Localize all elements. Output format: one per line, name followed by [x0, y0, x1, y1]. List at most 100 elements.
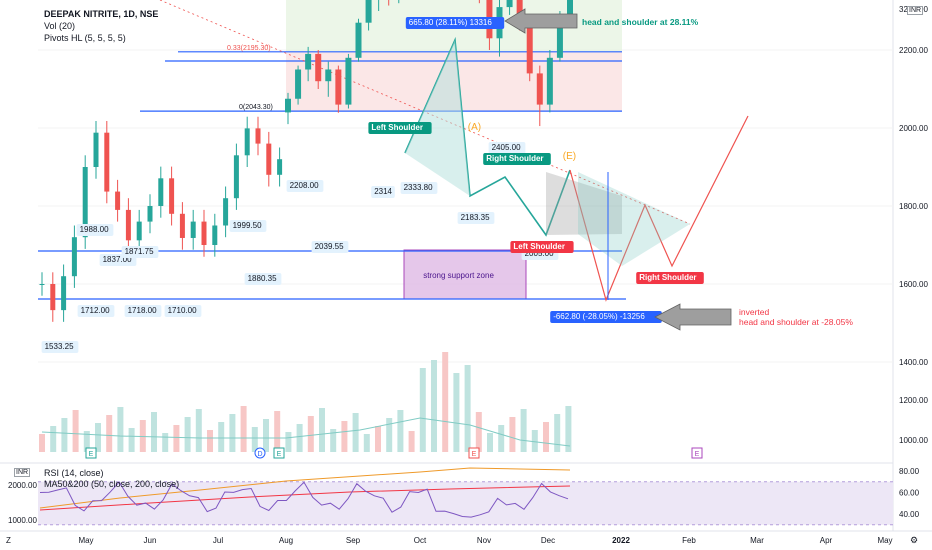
- right-shoulder-projection-label-bg: [636, 272, 704, 284]
- volume-bar: [520, 409, 527, 452]
- price-axis-tick: 2200.00: [899, 46, 928, 55]
- price-label-bg: [164, 305, 202, 317]
- candle-body: [567, 0, 573, 15]
- candle-body: [233, 155, 239, 199]
- time-axis-tick: May: [78, 536, 93, 545]
- rsi-line: [39, 481, 569, 518]
- annotation-down-text-2: head and shoulder at -28.05%: [739, 317, 853, 327]
- candle-body: [201, 221, 207, 245]
- price-label: 2314: [374, 187, 392, 196]
- rsi-indicator-label[interactable]: RSI (14, close): [44, 468, 104, 478]
- ma200-line: [39, 485, 571, 511]
- time-axis-tick: Oct: [414, 536, 427, 545]
- symbol-title[interactable]: DEEPAK NITRITE, 1D, NSE: [44, 9, 159, 19]
- volume-bar: [151, 412, 157, 452]
- left-shoulder-bottom-label: Left Shoulder: [513, 242, 565, 251]
- dividend-marker-icon: [254, 447, 266, 459]
- z-icon: Z: [6, 536, 11, 545]
- ma-indicator-label[interactable]: MA50&200 (50, close, 200, close): [44, 479, 180, 489]
- candle-body: [305, 53, 312, 70]
- price-label-bg: [457, 212, 495, 224]
- volume-bar: [352, 413, 359, 452]
- arrow-down-annotation-icon: [654, 303, 732, 331]
- candle-body: [244, 128, 250, 156]
- volume-bar: [72, 410, 79, 452]
- time-axis-tick: Feb: [682, 536, 696, 545]
- time-axis-tick: Jul: [213, 536, 223, 545]
- volume-bar: [184, 417, 191, 452]
- volume-bar: [207, 430, 213, 452]
- earnings-marker-icon: [273, 447, 285, 459]
- volume-bar: [464, 365, 471, 452]
- volume-bar: [218, 422, 225, 452]
- fib-label-033: 0.33(2195.30): [227, 45, 271, 52]
- rsi-currency-badge: INR: [14, 468, 31, 477]
- price-label-bg: [244, 273, 282, 285]
- volume-bar: [509, 417, 516, 452]
- candle-body: [158, 178, 164, 206]
- candle-body: [285, 98, 291, 113]
- currency-badge[interactable]: INR: [907, 6, 924, 15]
- right-shoulder-projection-label: Right Shoulder: [639, 273, 696, 282]
- volume-bar: [453, 373, 460, 452]
- head-fill: [405, 40, 470, 196]
- event-marker-label: E: [472, 451, 477, 458]
- volume-bar: [363, 434, 370, 452]
- projection-wedge: [578, 172, 690, 266]
- fib-label-0: 0(2043.30): [239, 104, 273, 111]
- volume-bar: [319, 408, 325, 452]
- candle-body: [190, 221, 196, 238]
- price-label-bg: [77, 305, 115, 317]
- volume-bar: [431, 360, 437, 452]
- price-axis-tick: 1600.00: [899, 280, 928, 289]
- time-axis-tick: Mar: [750, 536, 764, 545]
- volume-bar: [475, 412, 482, 452]
- time-axis-tick: 2022: [612, 536, 630, 545]
- volume-bar: [307, 416, 314, 452]
- candle-body: [546, 57, 553, 105]
- volume-bar: [95, 423, 101, 452]
- volume-bar: [263, 419, 269, 452]
- volume-bar: [61, 418, 68, 452]
- event-marker-label: E: [89, 451, 94, 458]
- candle-body: [82, 167, 88, 238]
- earnings-marker-icon: [691, 447, 703, 459]
- candle-body: [536, 73, 543, 105]
- volume-bar: [274, 411, 281, 452]
- price-label-bg: [400, 182, 438, 194]
- earnings-marker-icon: [85, 447, 97, 459]
- volume-bar: [419, 368, 426, 452]
- price-axis-tick: 1400.00: [899, 358, 928, 367]
- price-label-bg: [229, 220, 267, 232]
- volume-indicator-label[interactable]: Vol (20): [44, 21, 76, 31]
- volume-bar: [375, 426, 381, 452]
- volume-bar: [139, 420, 146, 452]
- volume-axis-tick: 1200.00: [899, 396, 928, 405]
- wave-a-label: (A): [468, 122, 481, 133]
- volume-axis-tick: 1000.00: [899, 436, 928, 445]
- candle-body: [147, 206, 153, 222]
- gear-icon: ⚙: [910, 535, 918, 545]
- price-label-bg: [286, 180, 324, 192]
- earnings-marker-icon: [468, 447, 480, 459]
- price-label: 2333.80: [404, 183, 433, 192]
- pivots-indicator-label[interactable]: Pivots HL (5, 5, 5, 5): [44, 33, 126, 43]
- wave-e-label: (E): [563, 151, 576, 162]
- time-axis-tick: Dec: [541, 536, 555, 545]
- candle-body: [61, 276, 67, 311]
- price-axis-tick: 1800.00: [899, 202, 928, 211]
- measure-up-badge: 665.80 (28.11%) 13316: [409, 18, 493, 27]
- candle-body: [104, 132, 110, 192]
- candle-body: [345, 57, 352, 105]
- left-shoulder-top-label: Left Shoulder: [371, 123, 423, 132]
- volume-bar: [173, 425, 180, 452]
- projection-box: [546, 172, 622, 235]
- volume-bar: [240, 406, 247, 452]
- candle-body: [115, 191, 121, 210]
- time-axis-tick: Sep: [346, 536, 361, 545]
- candle-body: [506, 0, 513, 8]
- volume-bar: [117, 407, 124, 452]
- price-label: 1710.00: [168, 306, 197, 315]
- price-label: 1988.00: [80, 225, 109, 234]
- volume-bar: [543, 422, 549, 452]
